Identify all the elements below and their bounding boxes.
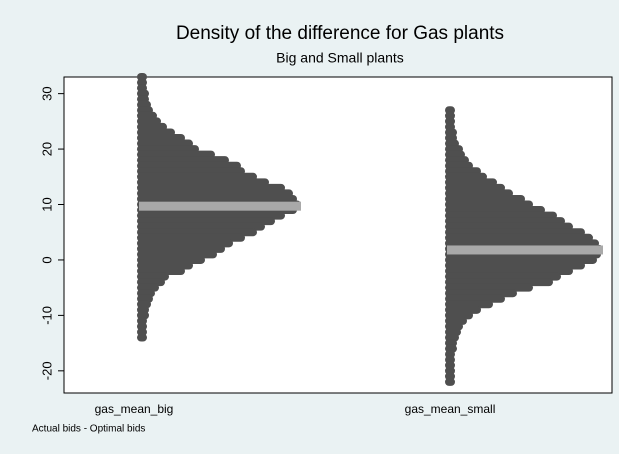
y-tick-label: 0	[39, 256, 54, 263]
chart-subtitle: Big and Small plants	[276, 50, 404, 66]
dot-row	[445, 377, 455, 386]
mean-line	[447, 245, 603, 255]
x-tick-label: gas_mean_small	[405, 402, 496, 416]
dot-row	[137, 333, 147, 342]
y-tick-label: 10	[39, 197, 54, 211]
chart-title: Density of the difference for Gas plants	[176, 23, 504, 44]
note: Actual bids - Optimal bids	[32, 424, 145, 435]
y-tick-label: -20	[39, 361, 54, 380]
x-tick-label: gas_mean_big	[95, 402, 174, 416]
y-tick-label: -10	[39, 306, 54, 325]
y-tick-label: 30	[39, 86, 54, 100]
y-tick-label: 20	[39, 142, 54, 156]
mean-line	[139, 201, 301, 211]
